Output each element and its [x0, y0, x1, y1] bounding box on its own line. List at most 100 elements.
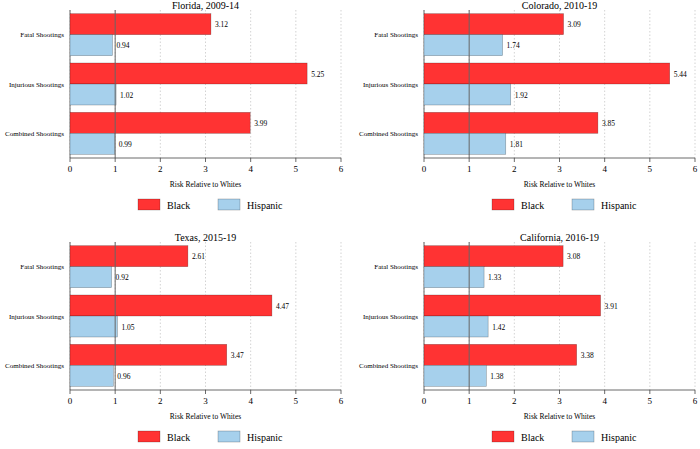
- tick-label: 4: [248, 396, 253, 406]
- data-label: 3.38: [581, 351, 594, 360]
- legend-swatch: [572, 431, 594, 442]
- legend-label: Hispanic: [601, 432, 637, 443]
- data-label: 0.99: [119, 140, 132, 149]
- tick-label: 1: [113, 396, 118, 406]
- tick-mark: [424, 390, 425, 394]
- data-label: 2.61: [192, 252, 205, 261]
- tick-label: 4: [602, 396, 607, 406]
- legend-label: Black: [521, 200, 544, 211]
- tick-mark: [559, 158, 560, 162]
- bar: [424, 133, 506, 154]
- data-label: 1.38: [490, 372, 503, 381]
- data-label: 1.42: [492, 323, 505, 332]
- category-label: Injurious Shootings: [9, 81, 64, 89]
- tick-label: 5: [294, 396, 299, 406]
- legend-label: Black: [167, 432, 190, 443]
- grid-line: [469, 242, 470, 390]
- reference-line: [115, 242, 116, 390]
- bar: [424, 267, 484, 288]
- bars: [70, 14, 307, 155]
- tick-mark: [514, 390, 515, 394]
- data-label: 1.92: [515, 91, 528, 100]
- tick-mark: [649, 158, 650, 162]
- tick-label: 4: [248, 164, 253, 174]
- reference-line: [469, 242, 470, 390]
- panel: Colorado, 2010-190123456Risk Relative to…: [359, 0, 698, 211]
- data-label: 3.09: [568, 20, 581, 29]
- bar: [70, 267, 112, 288]
- grid-line: [295, 242, 296, 390]
- category-label: Fatal Shootings: [374, 263, 418, 271]
- x-axis: [424, 390, 695, 391]
- grid-line: [469, 10, 470, 158]
- tick-mark: [514, 158, 515, 162]
- tick-mark: [115, 390, 116, 394]
- tick-mark: [604, 158, 605, 162]
- tick-label: 3: [557, 396, 562, 406]
- tick-mark: [160, 390, 161, 394]
- tick-label: 1: [467, 396, 472, 406]
- category-label: Combined Shootings: [359, 130, 418, 138]
- tick-mark: [205, 390, 206, 394]
- legend-label: Hispanic: [247, 200, 283, 211]
- tick-mark: [469, 390, 470, 394]
- reference-line: [115, 10, 116, 158]
- grid-line: [115, 242, 116, 390]
- bar: [424, 14, 564, 35]
- bar: [424, 365, 486, 386]
- figure: Florida, 2009-140123456Risk Relative to …: [0, 0, 700, 449]
- data-label: 4.47: [276, 302, 289, 311]
- tick-mark: [70, 390, 71, 394]
- tick-label: 0: [68, 396, 73, 406]
- tick-mark: [295, 158, 296, 162]
- tick-mark: [424, 158, 425, 162]
- axis-label: Risk Relative to Whites: [170, 412, 241, 421]
- legend-swatch: [218, 199, 240, 210]
- data-label: 3.08: [567, 252, 580, 261]
- tick-label: 3: [557, 164, 562, 174]
- legend-swatch: [572, 199, 594, 210]
- bars: [70, 246, 272, 387]
- data-label: 1.02: [120, 91, 133, 100]
- bar: [70, 365, 113, 386]
- bar: [424, 344, 577, 365]
- tick-label: 2: [512, 164, 517, 174]
- legend-label: Hispanic: [247, 432, 283, 443]
- tick-mark: [115, 158, 116, 162]
- bar: [70, 246, 188, 267]
- category-label: Combined Shootings: [5, 362, 64, 370]
- data-label: 3.12: [215, 20, 228, 29]
- tick-mark: [341, 158, 342, 162]
- panel: Texas, 2015-190123456Risk Relative to Wh…: [5, 232, 344, 443]
- tick-label: 4: [602, 164, 607, 174]
- data-label: 3.47: [231, 351, 244, 360]
- tick-mark: [341, 390, 342, 394]
- data-label: 1.33: [488, 273, 501, 282]
- title: California, 2016-19: [520, 232, 599, 243]
- tick-label: 2: [512, 396, 517, 406]
- reference-line: [469, 10, 470, 158]
- legend-label: Black: [521, 432, 544, 443]
- legend-label: Hispanic: [601, 200, 637, 211]
- category-label: Injurious Shootings: [9, 313, 64, 321]
- axis-label: Risk Relative to Whites: [524, 412, 595, 421]
- category-label: Fatal Shootings: [20, 31, 64, 39]
- category-label: Injurious Shootings: [363, 313, 418, 321]
- bar: [424, 246, 563, 267]
- tick-label: 5: [294, 164, 299, 174]
- tick-label: 0: [68, 164, 73, 174]
- bar: [70, 344, 227, 365]
- data-label: 3.91: [605, 302, 618, 311]
- category-label: Fatal Shootings: [20, 263, 64, 271]
- tick-label: 6: [339, 164, 344, 174]
- tick-label: 0: [422, 396, 427, 406]
- bars: [424, 246, 601, 387]
- bar: [70, 84, 116, 105]
- tick-mark: [205, 158, 206, 162]
- category-label: Injurious Shootings: [363, 81, 418, 89]
- legend-swatch: [492, 199, 514, 210]
- tick-mark: [250, 158, 251, 162]
- grid-line: [341, 242, 342, 390]
- tick-label: 6: [339, 396, 344, 406]
- category-label: Combined Shootings: [5, 130, 64, 138]
